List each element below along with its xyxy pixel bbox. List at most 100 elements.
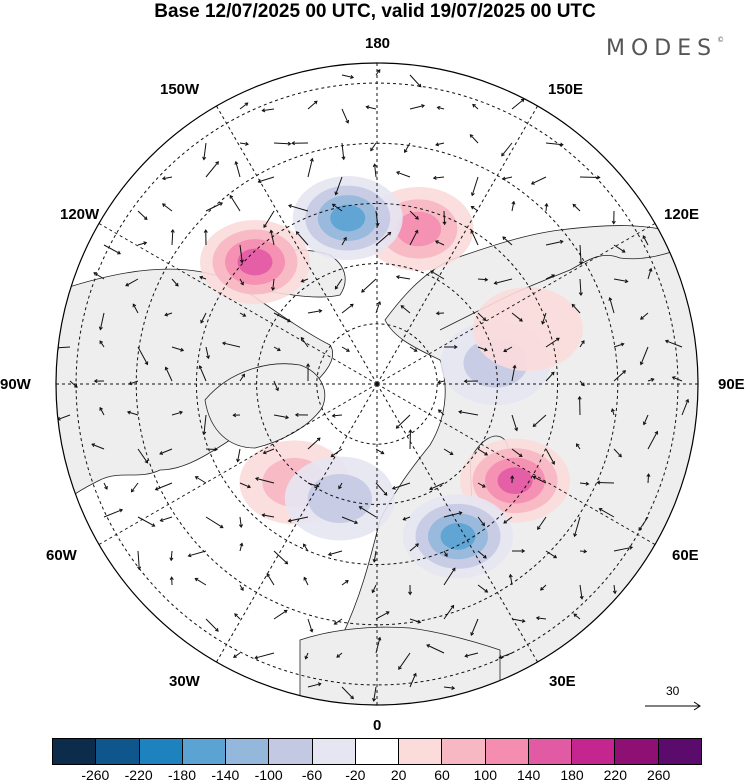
wind-arrow-head [472, 103, 476, 108]
wind-arrow-head [436, 105, 441, 110]
wind-arrow-head [385, 611, 390, 615]
wind-arrow [239, 312, 246, 317]
wind-arrow-head [327, 552, 332, 557]
wind-arrow [132, 304, 139, 314]
wind-arrow [307, 437, 321, 450]
wind-arrow [361, 278, 377, 293]
wind-arrow-head [435, 311, 440, 316]
wind-arrow-head [629, 545, 634, 550]
wind-arrow-head [365, 105, 370, 110]
wind-arrow [366, 106, 377, 110]
wind-arrow-head [334, 285, 339, 290]
legend-swatch [139, 739, 183, 764]
anomaly-contour [472, 287, 583, 372]
label-150e: 150E [548, 81, 584, 98]
label-180: 180 [365, 35, 391, 52]
wind-arrow-head [470, 632, 475, 636]
wind-arrow [137, 448, 148, 464]
wind-arrow [373, 550, 377, 562]
wind-arrow [159, 448, 173, 455]
wind-arrow-head [685, 398, 690, 403]
wind-arrow-head [437, 380, 442, 384]
wind-arrow-head [398, 666, 402, 670]
legend-swatch [226, 739, 270, 764]
wind-arrow-head [358, 506, 363, 510]
wind-arrow [341, 303, 354, 314]
wind-arrow [409, 618, 421, 623]
anomaly-contour [440, 522, 476, 550]
wind-arrow [392, 482, 411, 490]
wind-arrow [409, 74, 422, 88]
wind-arrow-head [454, 344, 458, 350]
wind-arrow-head [395, 425, 400, 429]
wind-arrow-head [371, 589, 376, 594]
wind-arrow-head [180, 347, 185, 352]
wind-arrow [579, 550, 587, 553]
wind-arrow [396, 276, 411, 280]
wind-arrow [545, 274, 555, 280]
wind-arrow [273, 346, 281, 351]
wind-arrow-head [585, 481, 590, 486]
wind-arrow [647, 431, 658, 450]
label-90w: 90W [0, 376, 31, 393]
wind-arrow-head [671, 376, 676, 380]
wind-arrow [599, 508, 615, 518]
wind-arrow [155, 482, 173, 491]
wind-arrow-head [556, 337, 560, 342]
wind-arrow [300, 337, 309, 348]
wind-arrow [341, 686, 354, 699]
wind-arrow-head [219, 524, 224, 529]
wind-arrow-head [573, 533, 578, 538]
wind-arrow-head [483, 554, 487, 559]
wind-arrow-head [200, 319, 204, 324]
wind-arrow [470, 618, 479, 636]
wind-arrow-head [232, 413, 237, 418]
wind-arrow [443, 550, 448, 557]
wind-arrow [477, 516, 485, 526]
wind-arrow-head [283, 609, 288, 614]
wind-arrow [647, 268, 652, 280]
wind-arrow-head [458, 511, 463, 516]
wind-arrow [307, 158, 313, 178]
wind-arrow-head [318, 309, 323, 314]
legend-swatch [615, 739, 659, 764]
wind-arrow-head [303, 576, 308, 581]
wind-arrow-head [501, 152, 505, 157]
wind-arrow [165, 367, 173, 382]
wind-arrow [373, 686, 377, 702]
legend-tick-label: -180 [167, 767, 197, 783]
wind-arrow-head [104, 485, 108, 490]
legend-tick-label: 140 [516, 767, 541, 783]
wind-arrow-head [119, 508, 124, 513]
wind-arrow [374, 164, 377, 178]
wind-arrow-head [336, 654, 341, 658]
wind-arrow [103, 482, 108, 490]
wind-arrow-head [376, 69, 381, 73]
wind-arrow [188, 550, 207, 557]
wind-arrow [398, 652, 411, 670]
wind-arrow-head [503, 520, 508, 524]
wind-arrow [338, 482, 343, 489]
wind-arrow-head [404, 149, 408, 154]
label-30e: 30E [549, 673, 576, 690]
wind-arrow-head [551, 274, 556, 278]
legend-swatch [312, 739, 356, 764]
land-masses [56, 225, 698, 705]
wind-arrow [199, 276, 207, 280]
wind-arrow-head [434, 240, 439, 244]
wind-arrow [437, 106, 445, 110]
wind-arrow-head [194, 476, 199, 480]
legend-tick-label: 260 [646, 767, 671, 783]
wind-arrow-head [650, 377, 655, 382]
wind-arrow [400, 305, 411, 314]
wind-arrow-head [169, 576, 174, 581]
legend-tick-label: 220 [603, 767, 627, 783]
wind-arrow-head [642, 235, 647, 240]
wind-arrow-head [375, 222, 380, 227]
wind-arrow [435, 142, 445, 146]
wind-arrow-head [484, 451, 489, 456]
wind-arrow [171, 411, 183, 416]
wind-arrow-head [354, 520, 359, 525]
wind-arrow-head [608, 296, 613, 301]
